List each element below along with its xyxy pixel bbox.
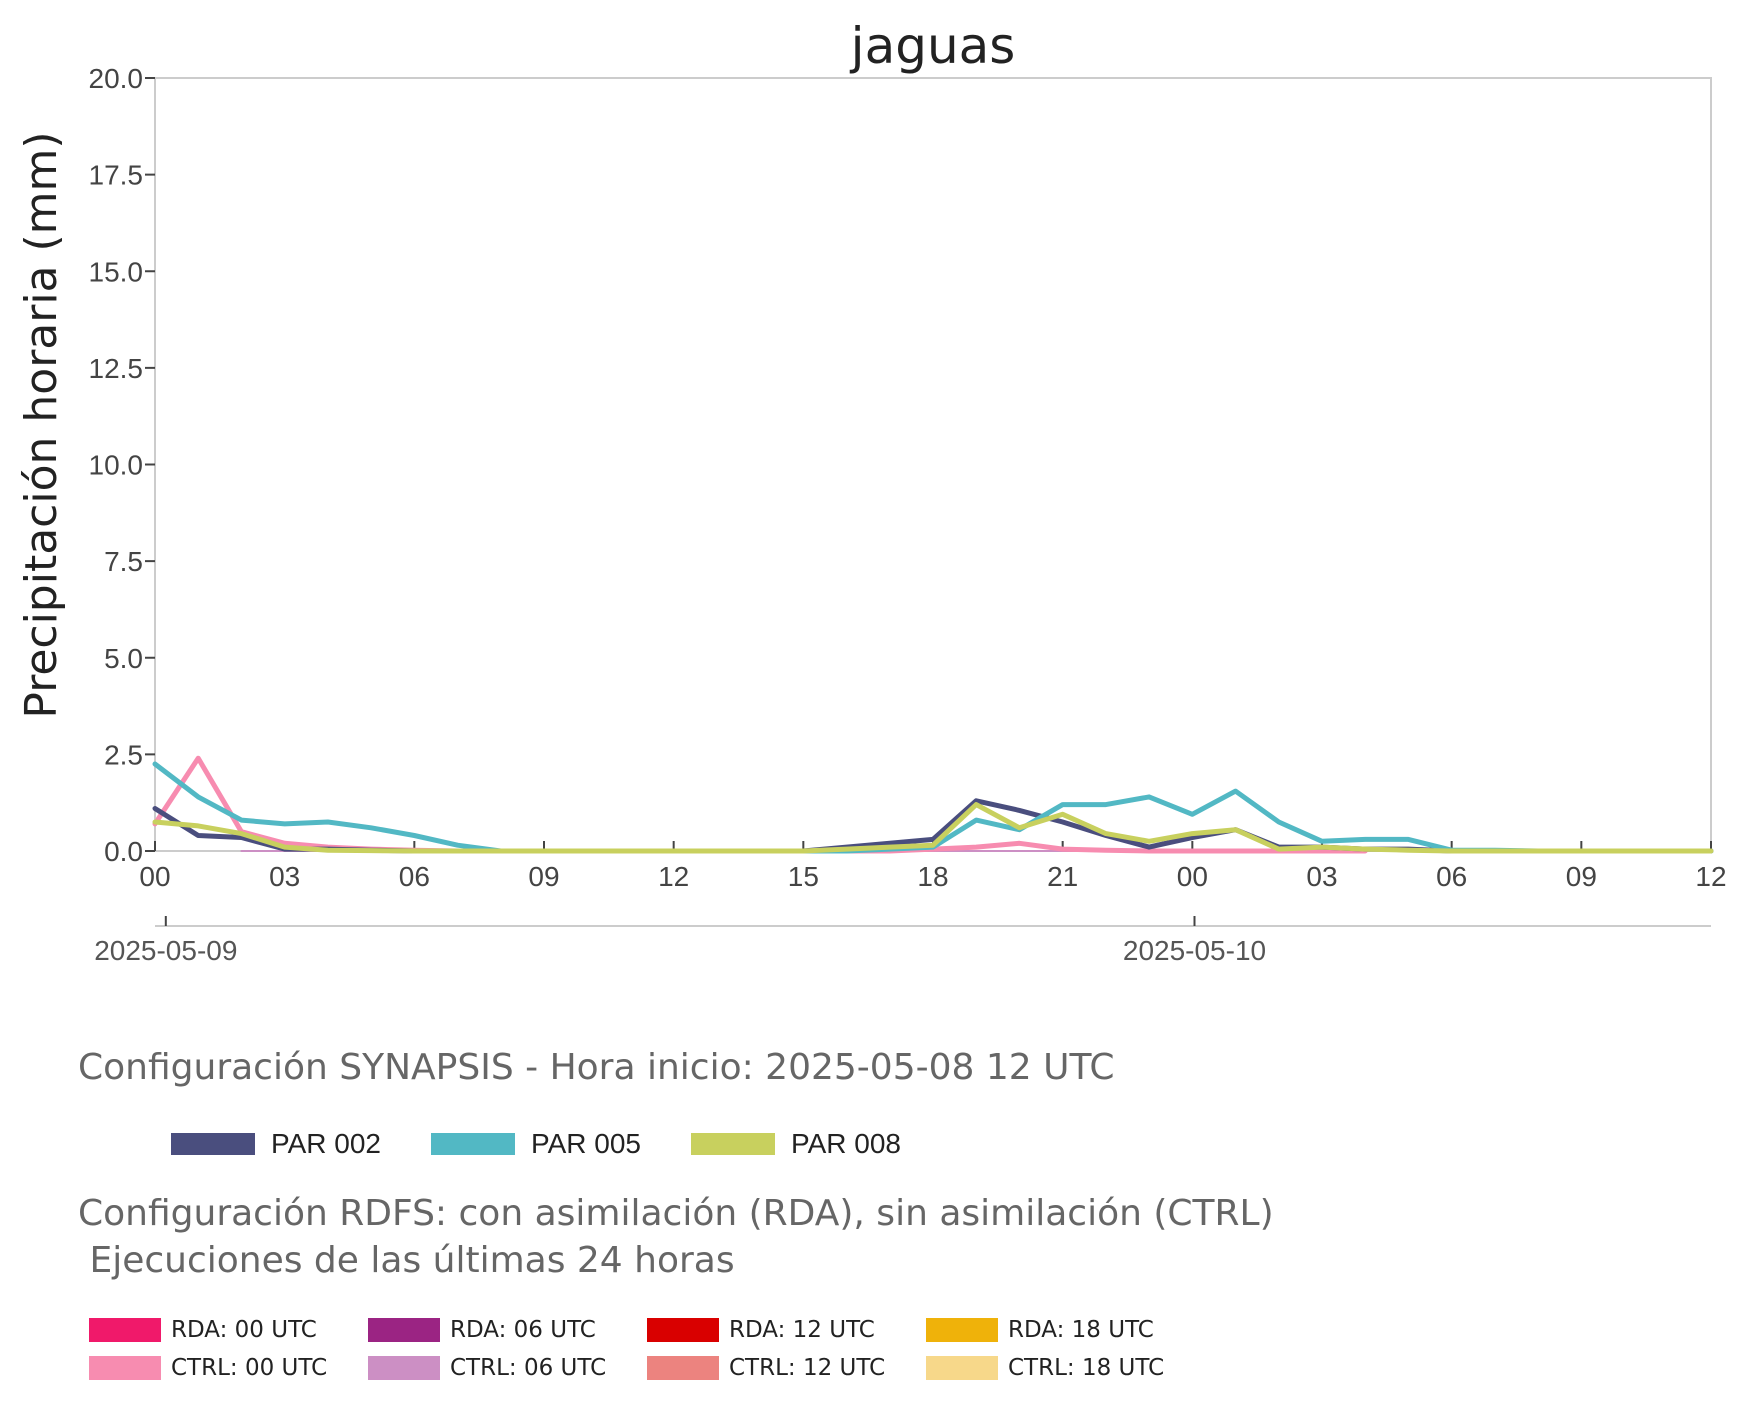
rdfs-legend-item: RDA: 06 UTC — [368, 1317, 647, 1343]
legend-label: RDA: 00 UTC — [171, 1317, 317, 1343]
legend-label: CTRL: 00 UTC — [171, 1355, 328, 1381]
y-tick-label: 5.0 — [104, 643, 143, 674]
x-tick-label: 00 — [1177, 861, 1208, 892]
y-tick-label: 12.5 — [89, 353, 144, 384]
legend-swatch — [691, 1133, 775, 1155]
legend-label: PAR 008 — [791, 1128, 901, 1159]
legend-swatch — [926, 1318, 998, 1342]
legend-swatch — [431, 1133, 515, 1155]
y-axis-ticks: 0.0 2.5 5.0 7.5 10.0 12.5 15.0 17.5 20.0 — [89, 63, 155, 867]
y-axis-label: Precipitación horaria (mm) — [16, 131, 67, 718]
x-tick-label: 06 — [399, 861, 430, 892]
rdfs-heading-line2: Ejecuciones de las últimas 24 horas — [78, 1240, 735, 1281]
y-tick-label: 0.0 — [104, 836, 143, 867]
x-tick-label: 12 — [658, 861, 689, 892]
date-axis-ticks: 2025-05-09 2025-05-10 — [94, 916, 1266, 966]
legend-swatch — [368, 1318, 440, 1342]
x-tick-label: 06 — [1436, 861, 1467, 892]
legend-label: PAR 002 — [271, 1128, 381, 1159]
x-tick-label: 00 — [139, 861, 170, 892]
legend-label: CTRL: 06 UTC — [450, 1355, 607, 1381]
legend-swatch — [89, 1356, 161, 1380]
rdfs-legend-item: RDA: 00 UTC — [89, 1317, 368, 1343]
rdfs-legend-item: CTRL: 06 UTC — [368, 1355, 647, 1381]
synapsis-legend-item: PAR 008 — [691, 1128, 901, 1160]
legend-label: RDA: 12 UTC — [729, 1317, 875, 1343]
rdfs-legend-item: CTRL: 12 UTC — [647, 1355, 926, 1381]
rdfs-heading-line1: Configuración RDFS: con asimilación (RDA… — [78, 1193, 1274, 1234]
chart-title: jaguas — [850, 17, 1016, 75]
date-tick-label: 2025-05-10 — [1123, 935, 1266, 966]
y-tick-label: 10.0 — [89, 450, 144, 481]
date-tick-label: 2025-05-09 — [94, 935, 237, 966]
x-tick-label: 15 — [788, 861, 819, 892]
plot-frame — [154, 77, 1712, 852]
y-tick-label: 20.0 — [89, 63, 144, 94]
series-line-par-008 — [152, 802, 1714, 854]
legend-label: CTRL: 12 UTC — [729, 1355, 886, 1381]
x-tick-label: 12 — [1695, 861, 1726, 892]
synapsis-legend-item: PAR 002 — [171, 1128, 381, 1160]
synapsis-legend-item: PAR 005 — [431, 1128, 641, 1160]
legend-swatch — [647, 1318, 719, 1342]
synapsis-legend: PAR 002 PAR 005 PAR 008 — [171, 1128, 951, 1160]
rdfs-legend: RDA: 00 UTC RDA: 06 UTC RDA: 12 UTC RDA: 18… — [89, 1317, 1205, 1381]
x-tick-label: 18 — [917, 861, 948, 892]
rdfs-legend-item: RDA: 18 UTC — [926, 1317, 1205, 1343]
legend-label: RDA: 06 UTC — [450, 1317, 596, 1343]
y-tick-label: 2.5 — [104, 739, 143, 770]
y-tick-label: 15.0 — [89, 256, 144, 287]
rdfs-legend-item: CTRL: 18 UTC — [926, 1355, 1205, 1381]
rdfs-legend-item: CTRL: 00 UTC — [89, 1355, 368, 1381]
legend-swatch — [647, 1356, 719, 1380]
legend-swatch — [171, 1133, 255, 1155]
x-tick-label: 09 — [1566, 861, 1597, 892]
legend-swatch — [368, 1356, 440, 1380]
y-tick-label: 17.5 — [89, 160, 144, 191]
x-tick-label: 03 — [1306, 861, 1337, 892]
x-tick-label: 21 — [1047, 861, 1078, 892]
legend-label: RDA: 18 UTC — [1008, 1317, 1154, 1343]
legend-label: CTRL: 18 UTC — [1008, 1355, 1165, 1381]
precipitation-chart: jaguas Precipitación horaria (mm) 0.0 2.5… — [16, 17, 1727, 966]
legend-swatch — [89, 1318, 161, 1342]
series-lines — [152, 755, 1714, 854]
x-tick-label: 03 — [269, 861, 300, 892]
x-tick-label: 09 — [528, 861, 559, 892]
legend-label: PAR 005 — [531, 1128, 641, 1159]
x-axis-ticks: 00 03 06 09 12 15 18 21 00 03 06 09 12 — [139, 841, 1727, 892]
synapsis-heading: Configuración SYNAPSIS - Hora inicio: 20… — [78, 1047, 1115, 1088]
y-tick-label: 7.5 — [104, 546, 143, 577]
legend-swatch — [926, 1356, 998, 1380]
rdfs-legend-item: RDA: 12 UTC — [647, 1317, 926, 1343]
